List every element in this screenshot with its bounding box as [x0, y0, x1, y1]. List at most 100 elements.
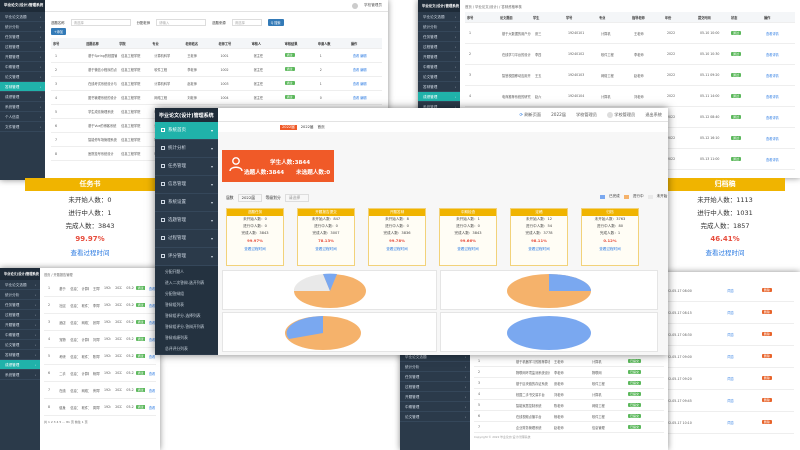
sidebar-item-5[interactable]: 中期管理 ›	[400, 402, 470, 412]
nav-item-3[interactable]: 信息管理 ▾	[155, 176, 218, 194]
sidebar-item-8[interactable]: 成绩管理 ›	[418, 92, 460, 102]
sidebar-item-9[interactable]: 系统管理 ›	[0, 102, 45, 112]
delete-button[interactable]: 删除	[761, 288, 772, 292]
table-cell[interactable]: 查看	[145, 388, 156, 393]
view-process-link[interactable]: 查看过程时间	[70, 249, 110, 257]
sidebar-item-0[interactable]: 毕业论文选题 ›	[0, 280, 40, 290]
nav-item-2[interactable]: 任务管理 ▾	[155, 158, 218, 176]
cell-text[interactable]: 查看详情	[766, 52, 779, 57]
user-menu[interactable]: 学校管理员	[606, 111, 635, 118]
nav-subitem-7[interactable]: 总评评分列表	[155, 343, 218, 354]
table-cell[interactable]: 查看详情	[762, 157, 795, 162]
table-cell[interactable]: 查看	[145, 354, 156, 359]
table-cell[interactable]: 查看	[145, 320, 156, 325]
sidebar-item-6[interactable]: 论文管理 ›	[0, 72, 45, 82]
approve-link[interactable]: 同意	[727, 289, 734, 293]
filter-select-level[interactable]: 请选择	[284, 194, 309, 202]
cell-text[interactable]: 查看 编辑	[352, 68, 367, 72]
sidebar-item-5[interactable]: 中期管理 ›	[418, 62, 460, 72]
card-link[interactable]: 查看过程时间	[599, 247, 621, 251]
user-avatar[interactable]	[352, 2, 359, 9]
cell-text[interactable]: 查看	[148, 388, 156, 393]
cell-text[interactable]: 查看	[148, 320, 156, 325]
sidebar-item-3[interactable]: 过程管理 ›	[0, 310, 40, 320]
select-source[interactable]: 请选择	[231, 18, 262, 26]
nav-item-6[interactable]: 过程管理 ▾	[155, 230, 218, 248]
sidebar-item-8[interactable]: 成绩管理 ›	[0, 360, 40, 370]
add-button[interactable]: +添加	[51, 28, 67, 35]
nav-item-files[interactable]: 文件管理	[155, 354, 218, 355]
sidebar-item-6[interactable]: 论文管理 ›	[418, 72, 460, 82]
card-link[interactable]: 查看过程时间	[244, 247, 266, 251]
table-cell[interactable]: 查看详情	[762, 94, 795, 99]
nav-subitem-5[interactable]: 答辩组评分-答辩开列表	[155, 321, 218, 332]
approve-link[interactable]: 同意	[727, 399, 734, 403]
sidebar-item-0[interactable]: 毕业论文选题 ›	[418, 12, 460, 22]
nav-subitem-3[interactable]: 答辩组列表	[155, 299, 218, 310]
sidebar-item-3[interactable]: 过程管理 ›	[0, 42, 45, 52]
table-cell[interactable]: 查看详情	[762, 73, 795, 78]
cell-text[interactable]: 查看详情	[766, 136, 779, 141]
sidebar-item-8[interactable]: 成绩管理 ›	[0, 92, 45, 102]
sidebar-item-3[interactable]: 过程管理 ›	[400, 382, 470, 392]
tab-year-badge[interactable]: 2022届	[280, 124, 297, 130]
filter-select-year[interactable]: 2022届	[237, 194, 262, 202]
cell-text[interactable]: 查看	[148, 354, 156, 359]
table-cell[interactable]: 查看	[145, 286, 156, 291]
approve-link[interactable]: 同意	[727, 333, 734, 337]
sidebar-item-7[interactable]: 答辩管理 ›	[0, 350, 40, 360]
approve-link[interactable]: 同意	[727, 311, 734, 315]
cell-text[interactable]: 查看详情	[766, 94, 779, 99]
cell-text[interactable]: 查看	[148, 405, 156, 410]
sidebar-item-1[interactable]: 统计分析 ›	[400, 362, 470, 372]
nav-subitem-2[interactable]: 分配答辩组	[155, 288, 218, 299]
delete-button[interactable]: 删除	[761, 354, 772, 358]
cell-text[interactable]: 查看详情	[766, 115, 779, 120]
cell-text[interactable]: 查看详情	[766, 73, 779, 78]
delete-button[interactable]: 删除	[761, 332, 772, 336]
card-link[interactable]: 查看过程时间	[457, 247, 479, 251]
search-button[interactable]: Q 搜索	[267, 18, 284, 26]
table-cell[interactable]: 查看详情	[762, 31, 795, 36]
table-cell[interactable]: 查看	[145, 371, 156, 376]
nav-subitem-4[interactable]: 答辩组评分-选择列表	[155, 310, 218, 321]
sidebar-item-4[interactable]: 开题管理 ›	[0, 52, 45, 62]
sidebar-item-4[interactable]: 开题管理 ›	[0, 320, 40, 330]
sidebar-item-0[interactable]: 毕业论文选题 ›	[400, 352, 470, 362]
cell-text[interactable]: 查看	[148, 337, 156, 342]
user-name[interactable]: 学校管理员	[364, 3, 382, 7]
nav-item-5[interactable]: 选题管理 ▾	[155, 212, 218, 230]
table-cell[interactable]: 查看详情	[762, 52, 795, 57]
sidebar-item-2[interactable]: 任务管理 ›	[0, 300, 40, 310]
cell-text[interactable]: 查看 编辑	[352, 96, 367, 100]
sidebar-item-1[interactable]: 统计分析 ›	[0, 290, 40, 300]
delete-button[interactable]: 删除	[761, 376, 772, 380]
table-cell[interactable]: 查看	[145, 303, 156, 308]
sidebar-item-7[interactable]: 答辩管理 ›	[0, 82, 45, 92]
approve-link[interactable]: 同意	[727, 355, 734, 359]
select-topic[interactable]: 请选择	[70, 18, 131, 26]
sidebar-item-3[interactable]: 过程管理 ›	[418, 42, 460, 52]
nav-subitem-6[interactable]: 答辩成绩列表	[155, 332, 218, 343]
nav-item-1[interactable]: 统计分析 ▾	[155, 140, 218, 158]
delete-button[interactable]: 删除	[761, 398, 772, 402]
table-cell[interactable]: 查看	[145, 405, 156, 410]
nav-item-4[interactable]: 系统设置 ▾	[155, 194, 218, 212]
sidebar-item-6[interactable]: 论文管理 ›	[0, 340, 40, 350]
sidebar-item-2[interactable]: 任务管理 ›	[0, 32, 45, 42]
table-cell[interactable]: 查看	[145, 337, 156, 342]
cell-text[interactable]: 查看	[148, 286, 156, 291]
logout-button[interactable]: 退出系统	[645, 111, 662, 117]
view-process-link[interactable]: 查看过程时间	[705, 249, 745, 257]
table-cell[interactable]: 查看 编辑	[349, 67, 382, 72]
pagination[interactable]: 共 1 2 3 4 5 ... 81 页 前往 1 页	[44, 420, 88, 424]
refresh-button[interactable]: ⟳ 刷新页面	[519, 111, 542, 117]
sidebar-item-4[interactable]: 开题管理 ›	[418, 52, 460, 62]
sidebar-item-5[interactable]: 中期管理 ›	[0, 330, 40, 340]
table-cell[interactable]: 查看详情	[762, 136, 795, 141]
sidebar-item-7[interactable]: 答辩管理 ›	[418, 82, 460, 92]
input-teacher[interactable]: 请输入	[156, 18, 207, 26]
delete-button[interactable]: 删除	[761, 420, 772, 424]
nav-subitem-1[interactable]: 进入二次答辩-选开列表	[155, 277, 218, 288]
sidebar-item-11[interactable]: 文件管理 ›	[0, 122, 45, 132]
